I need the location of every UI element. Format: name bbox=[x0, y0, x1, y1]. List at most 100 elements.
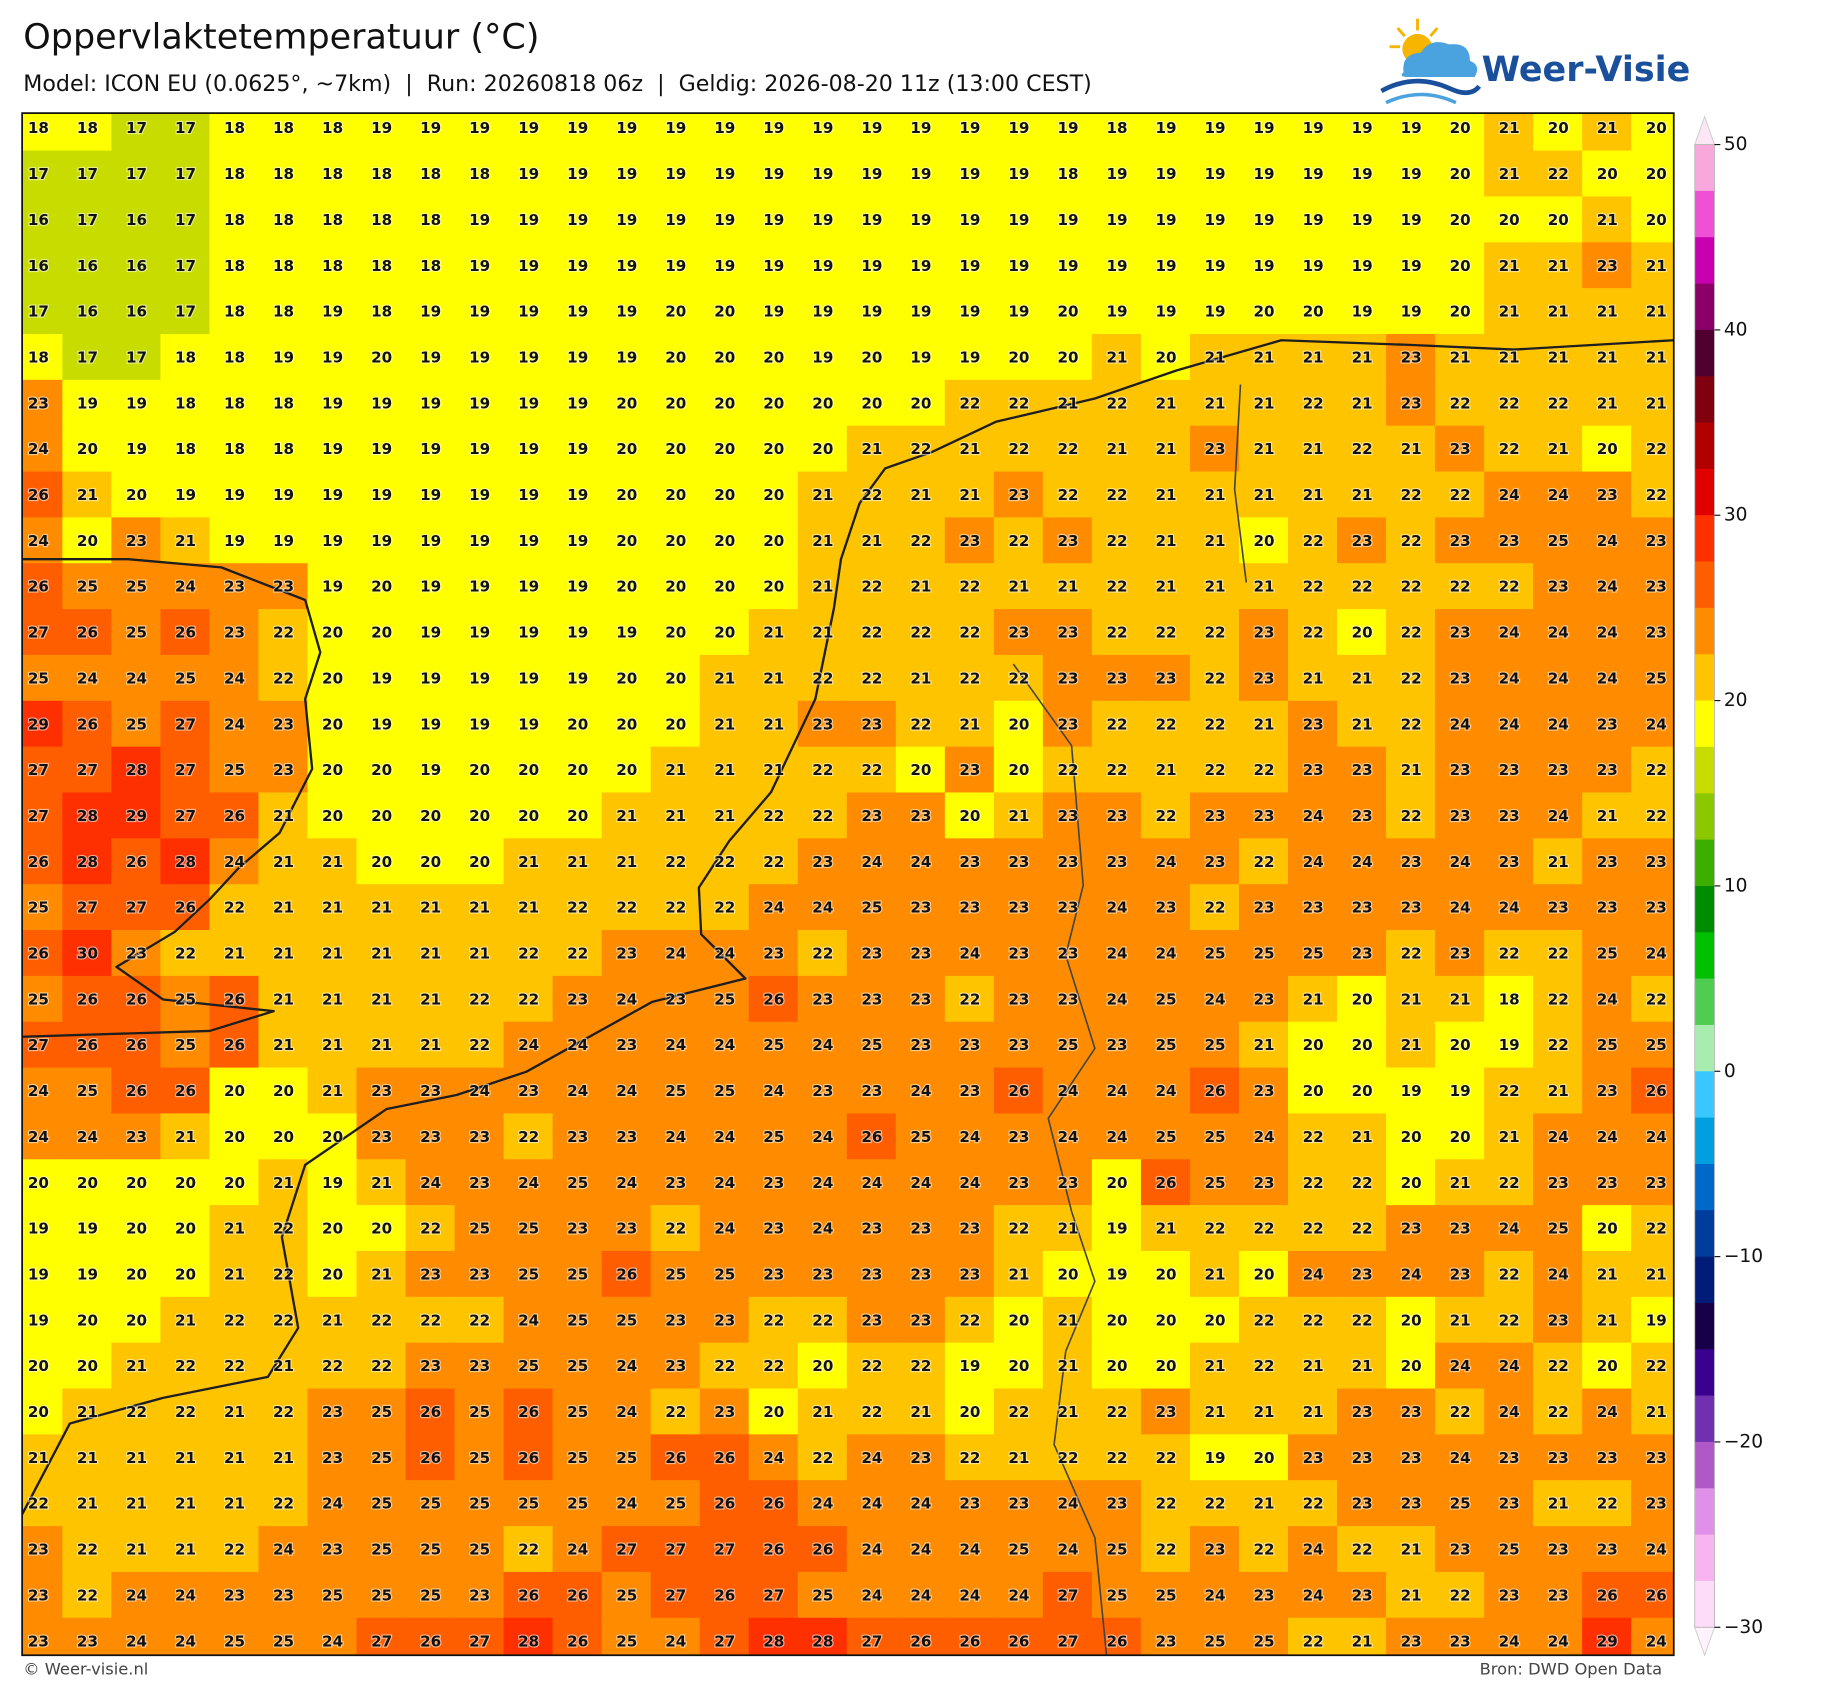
temperature-cell bbox=[1582, 930, 1633, 978]
temperature-value: 21 bbox=[77, 1495, 98, 1513]
temperature-value: 26 bbox=[665, 1449, 686, 1467]
temperature-cell bbox=[1533, 333, 1584, 382]
temperature-cell bbox=[797, 1067, 848, 1115]
temperature-cell bbox=[601, 150, 652, 198]
temperature-cell bbox=[895, 471, 946, 519]
temperature-value: 22 bbox=[1401, 807, 1422, 825]
temperature-value: 26 bbox=[77, 1036, 98, 1054]
temperature-value: 24 bbox=[665, 1036, 686, 1054]
temperature-value: 17 bbox=[126, 119, 147, 137]
temperature-cell bbox=[307, 563, 358, 611]
temperature-value: 19 bbox=[1401, 1082, 1422, 1100]
temperature-cell bbox=[405, 242, 456, 290]
footer-right: Bron: DWD Open Data bbox=[1480, 1660, 1663, 1679]
temperature-value: 24 bbox=[1450, 1357, 1471, 1375]
temperature-value: 22 bbox=[861, 1357, 882, 1375]
temperature-value: 21 bbox=[175, 532, 196, 550]
temperature-cell bbox=[699, 1571, 750, 1619]
temperature-value: 19 bbox=[518, 486, 539, 504]
temperature-cell bbox=[895, 150, 946, 198]
temperature-value: 23 bbox=[616, 1220, 637, 1238]
temperature-cell bbox=[993, 1021, 1045, 1069]
temperature-value: 24 bbox=[910, 853, 931, 871]
temperature-cell bbox=[356, 654, 407, 702]
temperature-value: 18 bbox=[322, 211, 343, 229]
temperature-cell bbox=[650, 1342, 701, 1390]
temperature-cell bbox=[209, 1388, 260, 1436]
temperature-cell bbox=[1484, 975, 1535, 1023]
temperature-cell bbox=[699, 517, 750, 565]
temperature-value: 21 bbox=[1401, 1036, 1422, 1054]
temperature-cell bbox=[650, 1250, 701, 1298]
temperature-value: 22 bbox=[1106, 578, 1127, 596]
temperature-cell bbox=[307, 113, 358, 152]
temperature-value: 25 bbox=[469, 1449, 490, 1467]
temperature-value: 22 bbox=[224, 1541, 245, 1559]
temperature-cell bbox=[258, 838, 309, 886]
temperature-cell bbox=[650, 700, 701, 748]
temperature-cell bbox=[356, 1296, 407, 1344]
temperature-cell bbox=[356, 379, 407, 427]
temperature-cell bbox=[405, 1480, 456, 1528]
temperature-value: 19 bbox=[665, 257, 686, 275]
temperature-cell bbox=[111, 1296, 162, 1344]
temperature-cell bbox=[1484, 1250, 1535, 1298]
temperature-cell bbox=[1288, 1434, 1339, 1482]
temperature-cell bbox=[993, 196, 1045, 244]
temperature-cell bbox=[699, 1526, 750, 1574]
temperature-cell bbox=[1435, 746, 1486, 794]
temperature-value: 23 bbox=[1499, 807, 1520, 825]
temperature-cell bbox=[1091, 1388, 1143, 1436]
temperature-cell bbox=[846, 1205, 897, 1253]
temperature-value: 26 bbox=[567, 1586, 588, 1604]
temperature-value: 24 bbox=[1057, 1541, 1078, 1559]
temperature-value: 20 bbox=[126, 1220, 147, 1238]
temperature-value: 23 bbox=[28, 394, 49, 412]
temperature-cell bbox=[601, 930, 652, 978]
temperature-value: 19 bbox=[1106, 1220, 1127, 1238]
temperature-cell bbox=[699, 379, 750, 427]
temperature-value: 20 bbox=[616, 669, 637, 687]
temperature-value: 24 bbox=[665, 945, 686, 963]
temperature-cell bbox=[601, 1526, 652, 1574]
temperature-cell bbox=[797, 333, 848, 382]
temperature-value: 20 bbox=[1303, 1036, 1324, 1054]
temperature-value: 20 bbox=[714, 624, 735, 642]
temperature-value: 25 bbox=[616, 1632, 637, 1650]
temperature-value: 22 bbox=[1548, 165, 1569, 183]
temperature-value: 20 bbox=[714, 532, 735, 550]
temperature-cell bbox=[699, 471, 750, 519]
temperature-value: 24 bbox=[1106, 1128, 1127, 1146]
temperature-value: 23 bbox=[1008, 1128, 1029, 1146]
temperature-cell bbox=[1238, 609, 1290, 657]
temperature-cell bbox=[1386, 471, 1437, 519]
temperature-cell bbox=[797, 1571, 848, 1619]
temperature-value: 19 bbox=[861, 119, 882, 137]
temperature-cell bbox=[356, 609, 407, 657]
temperature-cell bbox=[160, 1480, 211, 1528]
temperature-value: 23 bbox=[861, 715, 882, 733]
temperature-cell bbox=[1533, 517, 1584, 565]
temperature-cell bbox=[601, 425, 652, 473]
temperature-value: 25 bbox=[567, 1403, 588, 1421]
temperature-value: 19 bbox=[420, 303, 441, 321]
temperature-cell bbox=[62, 1296, 113, 1344]
temperature-value: 23 bbox=[1057, 1174, 1078, 1192]
temperature-value: 19 bbox=[1401, 211, 1422, 229]
temperature-value: 24 bbox=[1646, 715, 1667, 733]
temperature-value: 21 bbox=[518, 853, 539, 871]
title: Oppervlaktetemperatuur (°C) bbox=[23, 17, 539, 57]
temperature-value: 17 bbox=[77, 348, 98, 366]
temperature-cell bbox=[650, 1159, 701, 1207]
temperature-cell bbox=[22, 471, 64, 519]
temperature-cell bbox=[1337, 1113, 1388, 1161]
temperature-value: 24 bbox=[1597, 990, 1618, 1008]
temperature-value: 23 bbox=[763, 945, 784, 963]
temperature-value: 23 bbox=[861, 1265, 882, 1283]
temperature-value: 19 bbox=[567, 119, 588, 137]
temperature-cell bbox=[1582, 1296, 1633, 1344]
temperature-cell bbox=[111, 1067, 162, 1115]
temperature-cell bbox=[1189, 471, 1241, 519]
temperature-value: 19 bbox=[812, 348, 833, 366]
temperature-value: 23 bbox=[812, 1082, 833, 1100]
